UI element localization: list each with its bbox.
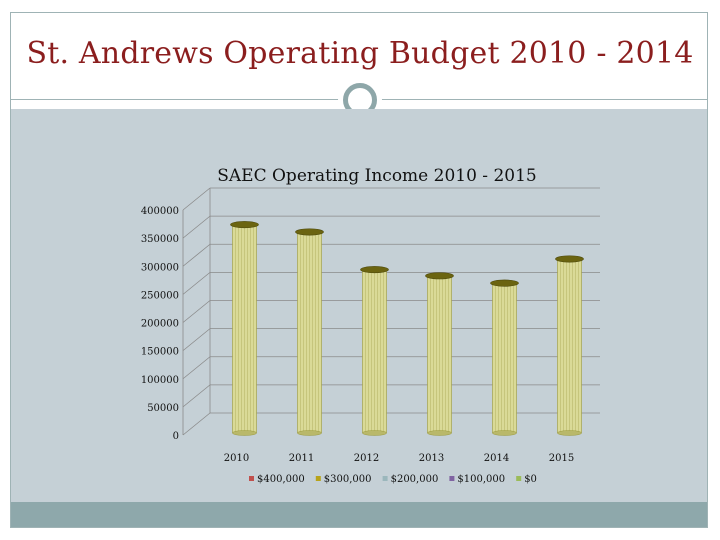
- gridline-depth: [183, 244, 210, 266]
- gridline-depth: [183, 301, 210, 323]
- x-tick-label: 2013: [419, 453, 444, 464]
- gridline-depth: [183, 329, 210, 351]
- bar-cap: [296, 229, 324, 235]
- bar-base: [558, 431, 582, 436]
- y-tick-label: 350000: [141, 234, 179, 245]
- y-tick-label: 0: [173, 431, 179, 442]
- x-tick-label: 2010: [224, 453, 249, 464]
- legend-label: $400,000: [257, 474, 305, 485]
- bar-cap: [556, 256, 584, 262]
- legend-swatch: [449, 476, 454, 481]
- legend-label: $0: [524, 474, 537, 485]
- y-tick-label: 100000: [141, 375, 179, 386]
- legend-label: $100,000: [457, 474, 505, 485]
- y-tick-label: 300000: [141, 262, 179, 273]
- gridline-depth: [183, 216, 210, 238]
- y-tick-label: 50000: [147, 403, 179, 414]
- bar-base: [363, 431, 387, 436]
- y-tick-label: 200000: [141, 319, 179, 330]
- y-tick-label: 250000: [141, 290, 179, 301]
- legend-swatch: [383, 476, 388, 481]
- gridline-depth: [183, 413, 210, 435]
- bar-base: [298, 431, 322, 436]
- bar-cap: [231, 221, 259, 227]
- bar-cap: [491, 280, 519, 286]
- x-tick-label: 2012: [354, 453, 379, 464]
- legend-swatch: [249, 476, 254, 481]
- bar-base: [233, 431, 257, 436]
- y-tick-label: 150000: [141, 347, 179, 358]
- x-tick-label: 2015: [549, 453, 574, 464]
- gridline-depth: [183, 357, 210, 379]
- bar-cap: [426, 273, 454, 279]
- legend-label: $200,000: [391, 474, 439, 485]
- legend-swatch: [516, 476, 521, 481]
- bar-cap: [361, 266, 389, 272]
- legend-label: $300,000: [324, 474, 372, 485]
- gridline-depth: [183, 385, 210, 407]
- bar-base: [493, 431, 517, 436]
- legend-swatch: [316, 476, 321, 481]
- y-tick-label: 400000: [141, 206, 179, 217]
- x-tick-label: 2011: [289, 453, 314, 464]
- x-tick-label: 2014: [484, 453, 509, 464]
- gridline-depth: [183, 188, 210, 210]
- gridline-depth: [183, 272, 210, 294]
- bar-base: [428, 431, 452, 436]
